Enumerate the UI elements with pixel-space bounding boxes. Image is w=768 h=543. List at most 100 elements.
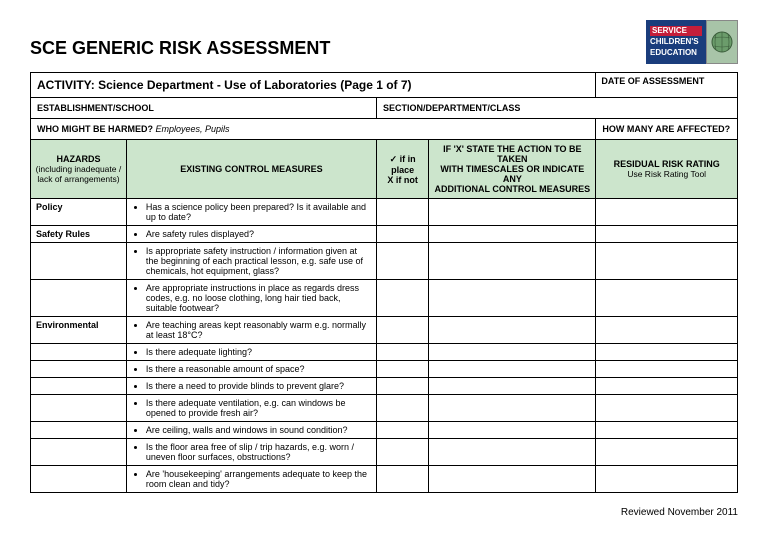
table-row: Is there a need to provide blinds to pre… [31, 378, 738, 395]
check-l1: ✓ if in [390, 154, 416, 164]
measure-cell: Is there a need to provide blinds to pre… [126, 378, 376, 395]
hazards-label: HAZARDS [56, 154, 100, 164]
hazards-sub: (including inadequate / lack of arrangem… [35, 164, 122, 184]
measure-cell: Has a science policy been prepared? Is i… [126, 199, 376, 226]
risk-label: RESIDUAL RISK RATING [614, 159, 720, 169]
check-cell [377, 378, 429, 395]
activity-label: ACTIVITY: [37, 78, 95, 92]
check-cell [377, 280, 429, 317]
action-cell [429, 317, 596, 344]
table-row: Is there adequate ventilation, e.g. can … [31, 395, 738, 422]
table-row: Is there a reasonable amount of space? [31, 361, 738, 378]
table-row: Safety RulesAre safety rules displayed? [31, 226, 738, 243]
check-cell [377, 422, 429, 439]
col-existing: EXISTING CONTROL MEASURES [126, 140, 376, 199]
action-l1: IF 'X' STATE THE ACTION TO BE TAKEN [443, 144, 581, 164]
table-row: Is appropriate safety instruction / info… [31, 243, 738, 280]
action-cell [429, 378, 596, 395]
table-row: Are ceiling, walls and windows in sound … [31, 422, 738, 439]
section-cell: SECTION/DEPARTMENT/CLASS [377, 98, 738, 119]
who-label: WHO MIGHT BE HARMED? [37, 124, 153, 134]
col-hazards: HAZARDS (including inadequate / lack of … [31, 140, 127, 199]
hazard-cell [31, 361, 127, 378]
check-cell [377, 466, 429, 493]
harmed-cell: WHO MIGHT BE HARMED? Employees, Pupils [31, 119, 596, 140]
date-cell: DATE OF ASSESSMENT [596, 73, 738, 98]
action-cell [429, 422, 596, 439]
action-cell [429, 280, 596, 317]
check-cell [377, 199, 429, 226]
activity-cell: ACTIVITY: Science Department - Use of La… [31, 73, 596, 98]
measure-text: Are 'housekeeping' arrangements adequate… [146, 469, 371, 489]
risk-cell [596, 317, 738, 344]
check-l2: place [391, 165, 414, 175]
action-cell [429, 199, 596, 226]
check-cell [377, 439, 429, 466]
logo-line2: CHILDREN'S [650, 37, 702, 47]
action-cell [429, 395, 596, 422]
check-cell [377, 361, 429, 378]
table-row: Environmental Are teaching areas kept rea… [31, 317, 738, 344]
logo-line1: SERVICE [650, 26, 702, 36]
action-cell [429, 439, 596, 466]
measure-text: Is there adequate ventilation, e.g. can … [146, 398, 371, 418]
action-cell [429, 226, 596, 243]
measure-cell: Is appropriate safety instruction / info… [126, 243, 376, 280]
hazard-cell [31, 395, 127, 422]
hazard-cell: Environmental [31, 317, 127, 344]
measure-cell: Are safety rules displayed? [126, 226, 376, 243]
table-row: PolicyHas a science policy been prepared… [31, 199, 738, 226]
risk-cell [596, 361, 738, 378]
measure-cell: Are teaching areas kept reasonably warm … [126, 317, 376, 344]
measure-cell: Is the floor area free of slip / trip ha… [126, 439, 376, 466]
logo-line3: EDUCATION [650, 48, 702, 58]
col-check: ✓ if in place X if not [377, 140, 429, 199]
action-cell [429, 361, 596, 378]
action-cell [429, 243, 596, 280]
check-cell [377, 344, 429, 361]
table-row: Are appropriate instructions in place as… [31, 280, 738, 317]
action-l2: WITH TIMESCALES OR INDICATE ANY [440, 164, 584, 184]
action-l3: ADDITIONAL CONTROL MEASURES [435, 184, 591, 194]
table-row: Is there adequate lighting? [31, 344, 738, 361]
risk-sub: Use Risk Rating Tool [600, 169, 733, 179]
risk-cell [596, 466, 738, 493]
check-cell [377, 243, 429, 280]
measure-cell: Are appropriate instructions in place as… [126, 280, 376, 317]
measure-cell: Are 'housekeeping' arrangements adequate… [126, 466, 376, 493]
risk-cell [596, 378, 738, 395]
col-risk: RESIDUAL RISK RATING Use Risk Rating Too… [596, 140, 738, 199]
measure-text: Has a science policy been prepared? Is i… [146, 202, 371, 222]
globe-icon [706, 20, 738, 64]
who-value: Employees, Pupils [156, 124, 230, 134]
check-cell [377, 317, 429, 344]
activity-text: Science Department - Use of Laboratories… [98, 78, 411, 92]
risk-cell [596, 226, 738, 243]
activity-row: ACTIVITY: Science Department - Use of La… [31, 73, 738, 98]
hazard-cell [31, 378, 127, 395]
logo: SERVICE CHILDREN'S EDUCATION [646, 20, 738, 64]
howmany-cell: HOW MANY ARE AFFECTED? [596, 119, 738, 140]
hazard-cell [31, 280, 127, 317]
logo-text: SERVICE CHILDREN'S EDUCATION [646, 20, 706, 64]
col-action: IF 'X' STATE THE ACTION TO BE TAKEN WITH… [429, 140, 596, 199]
hazard-cell [31, 439, 127, 466]
hazard-cell: Safety Rules [31, 226, 127, 243]
risk-cell [596, 344, 738, 361]
check-l3: X if not [387, 175, 418, 185]
measure-text: Is there a need to provide blinds to pre… [146, 381, 371, 391]
check-cell [377, 226, 429, 243]
action-cell [429, 344, 596, 361]
risk-cell [596, 280, 738, 317]
hazard-cell [31, 422, 127, 439]
measure-text: Are appropriate instructions in place as… [146, 283, 371, 313]
measure-text: Are ceiling, walls and windows in sound … [146, 425, 371, 435]
risk-cell [596, 439, 738, 466]
risk-cell [596, 199, 738, 226]
measure-text: Is there adequate lighting? [146, 347, 371, 357]
risk-cell [596, 422, 738, 439]
footer-text: Reviewed November 2011 [30, 507, 738, 518]
measure-text: Are teaching areas kept reasonably warm … [146, 320, 371, 340]
measure-text: Is the floor area free of slip / trip ha… [146, 442, 371, 462]
harmed-row: WHO MIGHT BE HARMED? Employees, Pupils H… [31, 119, 738, 140]
